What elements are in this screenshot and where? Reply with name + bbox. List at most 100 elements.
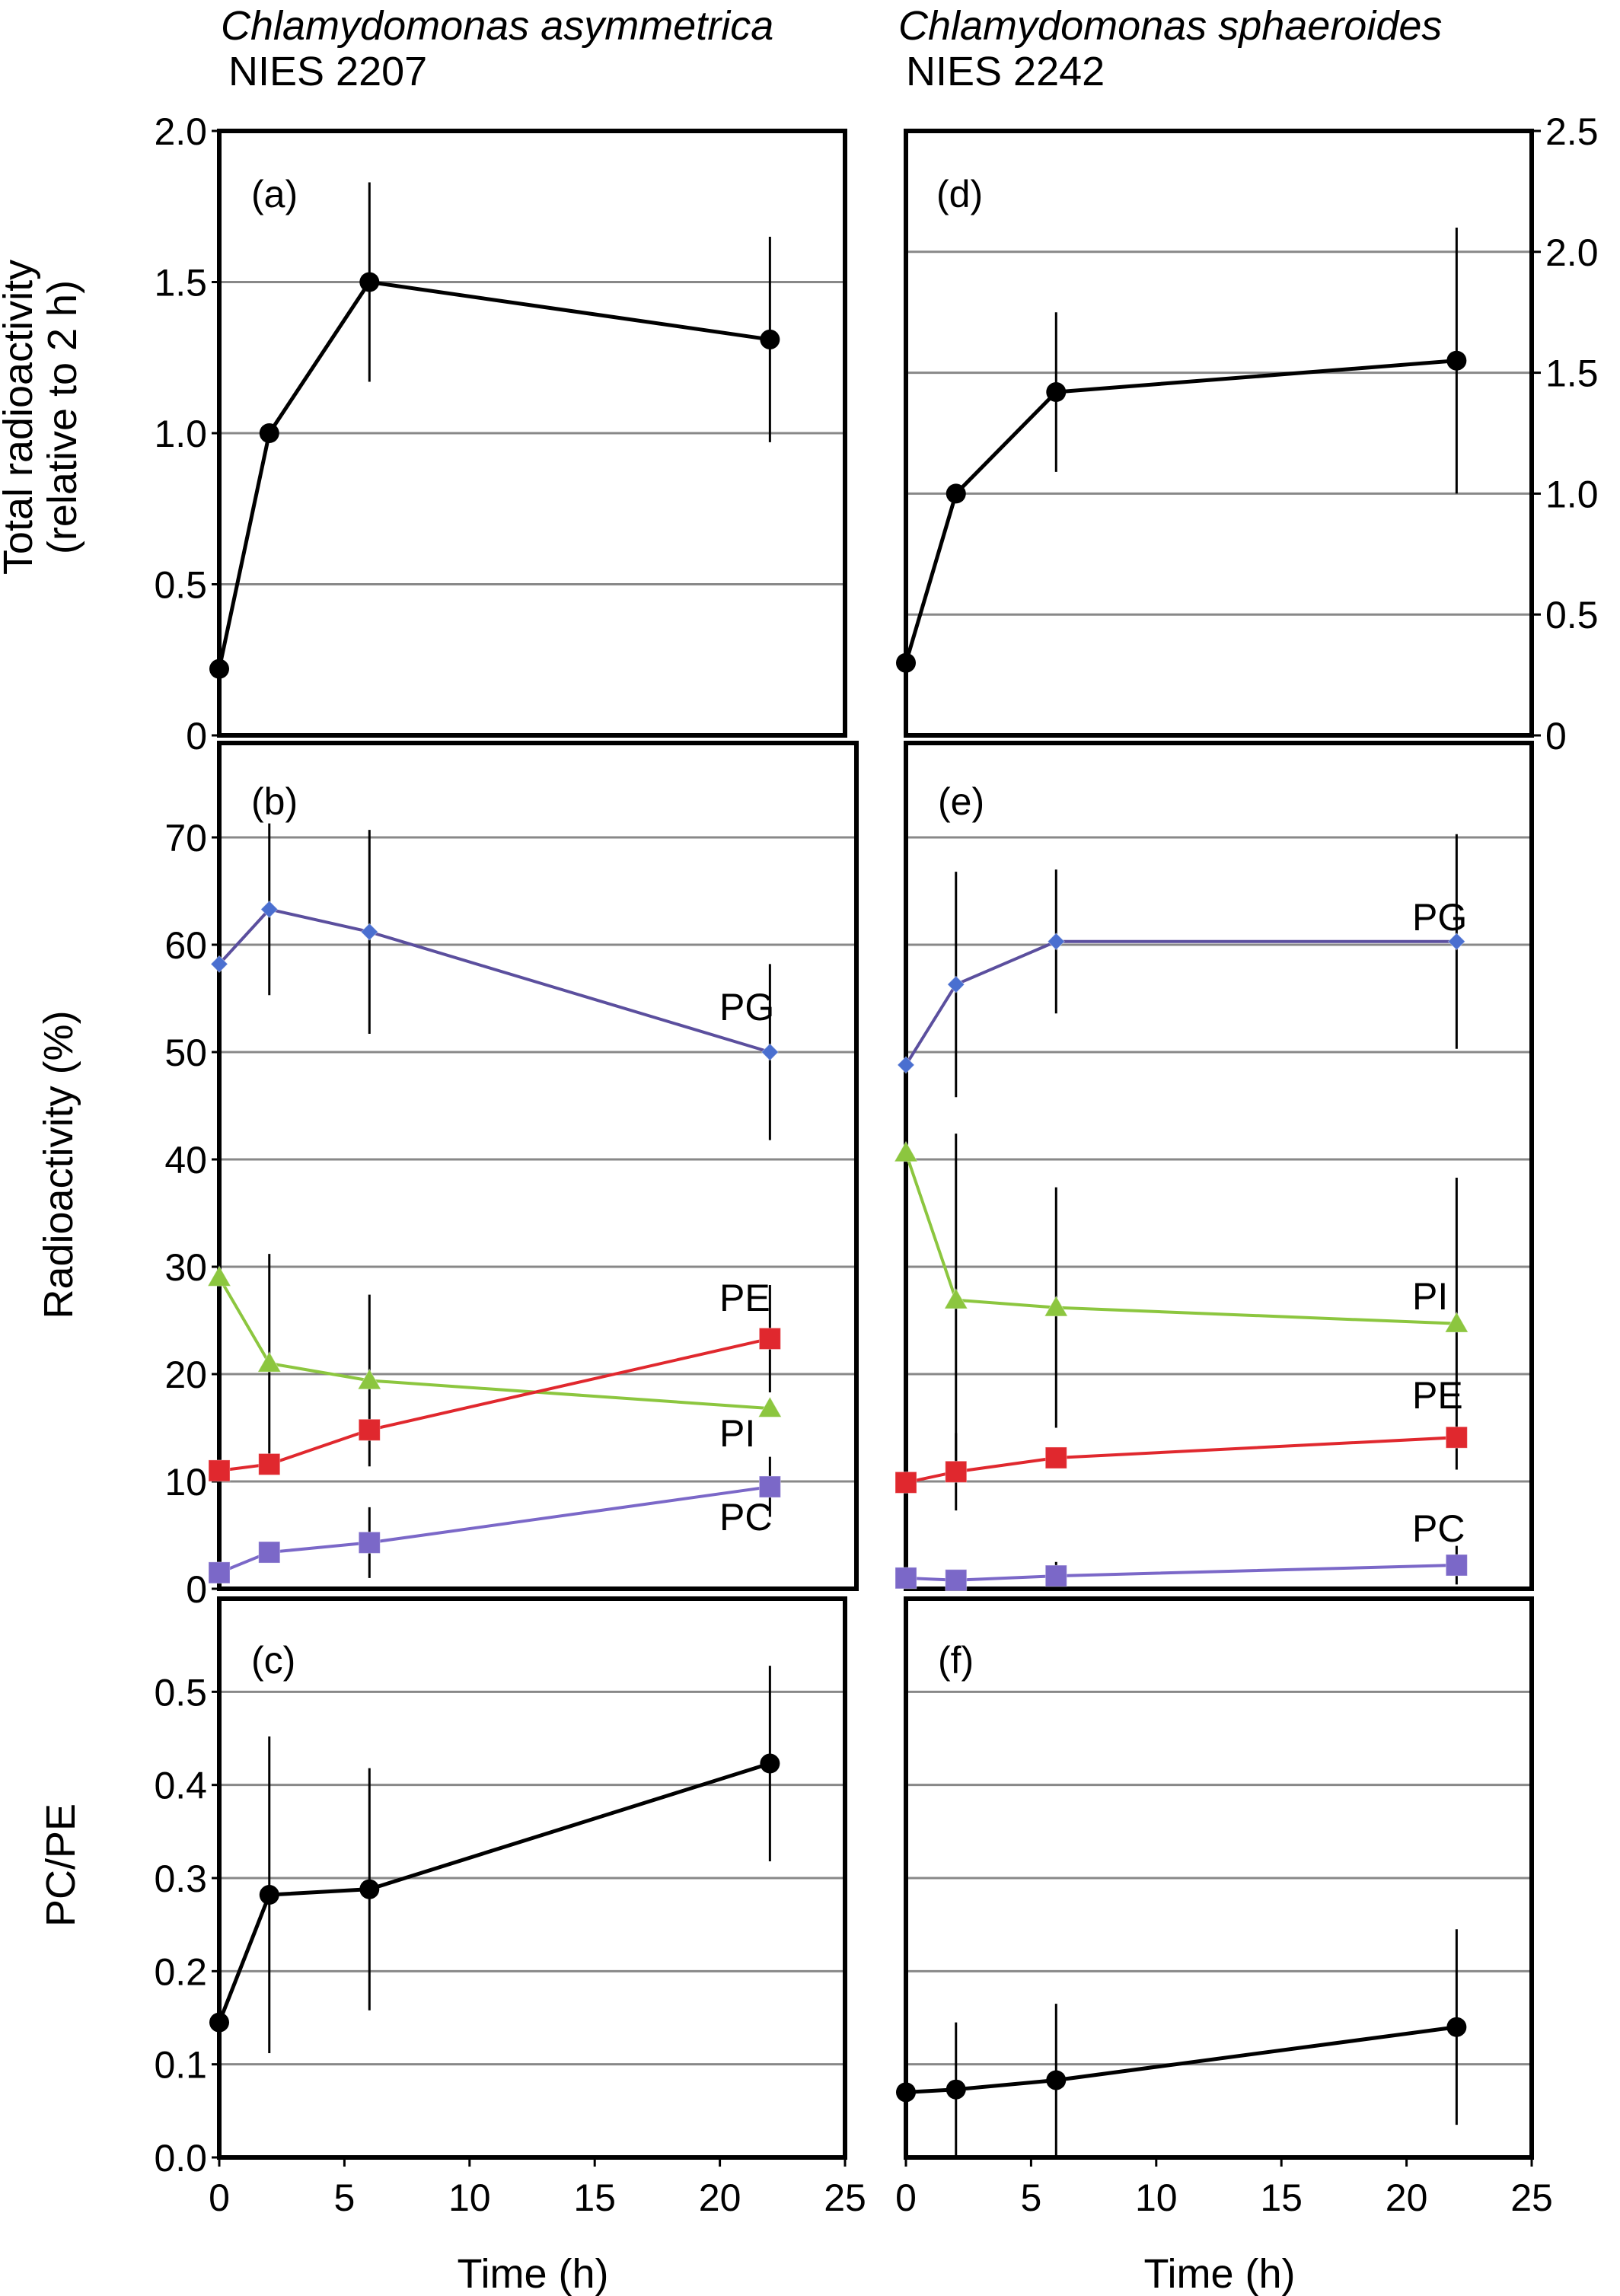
series-label: PE	[1412, 1374, 1463, 1417]
x-tick-label: 10	[448, 2176, 491, 2219]
x-tick-label: 0	[895, 2176, 917, 2219]
y-tick-label: 30	[164, 1246, 207, 1289]
panel-frame	[904, 741, 1534, 1591]
y-tick-label: 0.0	[154, 2137, 207, 2180]
data-point	[945, 1569, 968, 1592]
data-point	[1444, 1311, 1469, 1333]
y-tick-label: 0.2	[154, 1950, 207, 1993]
data-point	[1047, 933, 1065, 951]
x-tick-label: 5	[333, 2176, 355, 2219]
y-tick-label: 60	[164, 924, 207, 967]
data-point	[1044, 1564, 1067, 1587]
y-tick-label: 0.1	[154, 2044, 207, 2087]
data-point	[946, 2079, 966, 2100]
data-point	[360, 923, 378, 941]
data-point	[259, 1885, 279, 1905]
top-y-label-line2: (relative to 2 h)	[40, 280, 85, 554]
x-label-left: Time (h)	[458, 2251, 609, 2296]
series-line	[218, 1277, 770, 1411]
left-species-title: Chlamydomonas asymmetrica	[221, 3, 773, 49]
data-point	[943, 1287, 968, 1309]
y-tick-label: 2.0	[154, 110, 207, 153]
y-tick-label: 10	[164, 1461, 207, 1504]
panel-label: (f)	[938, 1639, 974, 1682]
panel-a: 0 0.5 1.0 1.5 2.0 (a)	[154, 110, 847, 757]
panel-e: (e) PG PI PE PC	[894, 741, 1534, 1592]
right-strain-title: NIES 2242	[906, 49, 1105, 94]
x-tick-label: 20	[1386, 2176, 1428, 2219]
data-point	[258, 1541, 281, 1564]
x-tick-label: 10	[1135, 2176, 1178, 2219]
data-point	[1445, 1554, 1468, 1577]
data-point	[896, 652, 916, 673]
y-tick-label: 70	[164, 817, 207, 859]
y-tick-label: 0	[186, 1568, 207, 1611]
y-tick-label: 0.4	[154, 1765, 207, 1807]
data-point	[947, 975, 965, 993]
y-tick-label: 0.3	[154, 1858, 207, 1900]
data-point	[1044, 1295, 1069, 1317]
panel-label: (d)	[936, 173, 983, 215]
series-pi: PI	[207, 1254, 783, 1473]
series-line	[904, 359, 1457, 664]
series-line	[218, 1485, 770, 1574]
data-point	[761, 1043, 780, 1061]
series-line	[218, 907, 770, 1054]
panel-label: (a)	[251, 173, 298, 215]
series-main	[896, 228, 1467, 687]
panel-d: 0 0.5 1.0 1.5 2.0 2.5 (d)	[896, 110, 1599, 757]
series-line	[218, 1337, 770, 1472]
top-y-label-line1: Total radioactivity	[0, 260, 41, 575]
series-label: PC	[1412, 1507, 1465, 1550]
series-pc: PC	[895, 1507, 1468, 1592]
series-pe: PE	[208, 1277, 781, 1482]
data-point	[758, 1327, 781, 1350]
data-point	[357, 1368, 382, 1390]
y-tick-label: 20	[164, 1354, 207, 1396]
y-tick-label: 2.0	[1545, 231, 1599, 274]
data-point	[210, 955, 228, 974]
data-point	[758, 1475, 781, 1498]
panel-label: (e)	[938, 780, 984, 823]
data-point	[359, 1879, 380, 1899]
x-label-right: Time (h)	[1144, 2251, 1296, 2296]
y-tick-label: 0.5	[1545, 594, 1599, 636]
series-main	[209, 182, 780, 679]
series-line	[905, 2025, 1457, 2094]
data-point	[1445, 1426, 1468, 1449]
data-point	[209, 659, 229, 679]
series-line	[905, 1436, 1457, 1484]
panel-c: 0.0 0.1 0.2 0.3 0.4 0.5 0 5 10 15 20 25 (c)	[154, 1596, 866, 2219]
bottom-y-label: PC/PE	[38, 1803, 84, 1927]
panel-frame	[217, 741, 859, 1591]
series-pe: PE	[895, 1374, 1468, 1511]
series-label: PI	[719, 1412, 755, 1455]
y-tick-label: 50	[164, 1032, 207, 1074]
data-point	[260, 900, 279, 919]
middle-y-label: Radioactivity (%)	[36, 1010, 81, 1319]
x-tick-label: 25	[1510, 2176, 1553, 2219]
series-main	[209, 1666, 780, 2084]
series-label: PG	[1412, 896, 1467, 939]
data-point	[259, 423, 279, 443]
x-tick-label: 15	[573, 2176, 616, 2219]
y-tick-label: 0	[186, 715, 207, 757]
series-label: PC	[719, 1496, 772, 1539]
data-point	[760, 329, 780, 349]
series-pc: PC	[208, 1456, 781, 1584]
series-label: PG	[719, 986, 774, 1028]
x-tick-label: 15	[1260, 2176, 1303, 2219]
data-point	[209, 2012, 229, 2033]
y-tick-label: 0	[1545, 715, 1567, 757]
x-tick-label: 20	[699, 2176, 741, 2219]
y-tick-label: 0.5	[154, 1671, 207, 1714]
y-tick-label: 0.5	[154, 564, 207, 607]
data-point	[1046, 382, 1067, 403]
y-tick-label: 1.5	[1545, 352, 1599, 395]
right-species-title: Chlamydomonas sphaeroides	[898, 3, 1442, 49]
data-point	[358, 1418, 381, 1441]
data-point	[359, 272, 380, 292]
data-point	[1447, 933, 1466, 951]
data-point	[946, 483, 966, 504]
